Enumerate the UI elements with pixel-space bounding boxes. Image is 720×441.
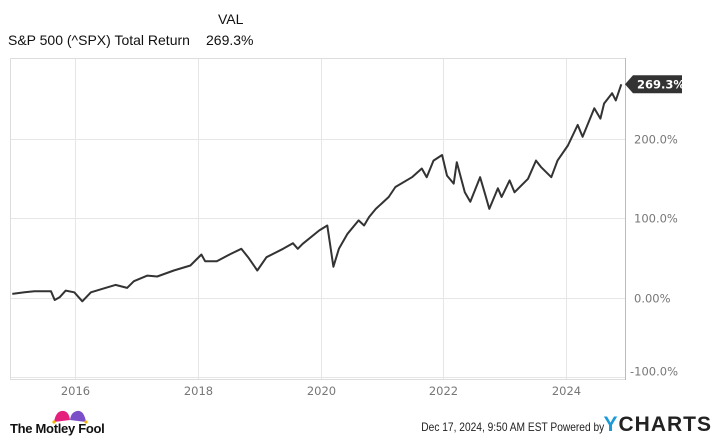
- x-tick-label: 2020: [307, 384, 336, 398]
- x-tick-label: 2016: [61, 384, 90, 398]
- end-value-callout: 269.3%: [625, 75, 685, 94]
- end-value-label: 269.3%: [637, 77, 685, 91]
- y-tick-label: 200.0%: [634, 133, 678, 147]
- legend-series-value: 269.3%: [206, 32, 254, 48]
- series-line: [12, 83, 623, 303]
- x-tick-label: 2022: [429, 384, 458, 398]
- ycharts-logo-text: CHARTS: [618, 413, 712, 436]
- powered-by: Powered by: [550, 420, 604, 434]
- x-tick-label: 2024: [552, 384, 581, 398]
- legend-series-name: S&P 500 (^SPX) Total Return: [8, 32, 190, 48]
- y-tick-label: 100.0%: [634, 212, 678, 226]
- ycharts-logo-y: Y: [603, 413, 619, 436]
- motley-fool-jester-hat-icon: [50, 408, 90, 424]
- motley-fool-logo: The Motley Fool: [10, 421, 105, 436]
- legend-column-header: VAL: [218, 11, 244, 27]
- footer-timestamp: Dec 17, 2024, 9:50 AM EST Powered by: [421, 420, 604, 434]
- timestamp: Dec 17, 2024, 9:50 AM EST: [421, 420, 548, 434]
- x-tick-label: 2018: [184, 384, 213, 398]
- y-tick-label: 0.00%: [634, 292, 671, 306]
- y-tick-label: -100.0%: [630, 365, 678, 379]
- ycharts-logo[interactable]: YCHARTS: [603, 413, 712, 437]
